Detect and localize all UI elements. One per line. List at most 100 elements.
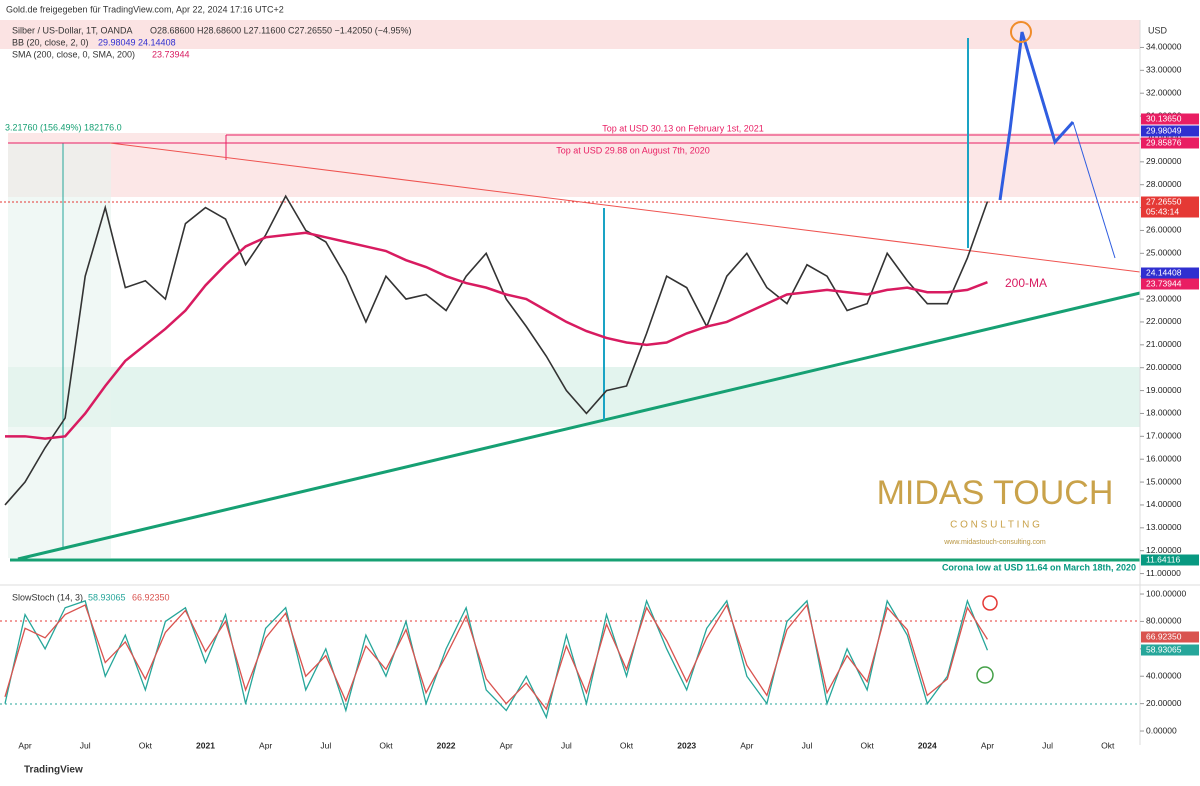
price-label: 05:43:14 bbox=[1146, 206, 1179, 216]
series-line bbox=[4, 194, 989, 506]
stoch-title: SlowStoch (14, 3) bbox=[12, 592, 83, 602]
x-tick-label: Jul bbox=[561, 740, 572, 750]
y-tick-label: 18.00000 bbox=[1146, 408, 1182, 418]
price-label-bg bbox=[1141, 206, 1199, 218]
y-tick-label: 0.00000 bbox=[1146, 725, 1177, 735]
uptrend-line bbox=[17, 291, 1141, 561]
series-line bbox=[5, 231, 988, 440]
stoch-label-bg bbox=[1141, 631, 1199, 643]
x-tick-label: Apr bbox=[981, 740, 994, 750]
stoch-k: 58.93065 bbox=[88, 592, 126, 602]
annotation: Top at USD 29.88 on August 7th, 2020 bbox=[556, 145, 710, 155]
stoch-d: 66.92350 bbox=[132, 592, 170, 602]
x-tick-label: Okt bbox=[1101, 740, 1115, 750]
y-tick-label: 22.00000 bbox=[1146, 316, 1182, 326]
annotation: Corona low at USD 11.64 on March 18th, 2… bbox=[942, 562, 1136, 572]
top-zone bbox=[8, 133, 1140, 197]
bb: BB (20, close, 2, 0) bbox=[12, 37, 89, 47]
x-tick-label: Apr bbox=[740, 740, 753, 750]
measure-box bbox=[8, 143, 111, 558]
y-tick-label: 13.00000 bbox=[1146, 522, 1182, 532]
series-line bbox=[4, 598, 989, 720]
x-tick-label: Jul bbox=[1042, 740, 1053, 750]
x-tick-label: Okt bbox=[139, 740, 153, 750]
symbol: Silber / US-Dollar, 1T, OANDA bbox=[12, 25, 133, 35]
x-tick-label: Okt bbox=[861, 740, 875, 750]
y-tick-label: 19.00000 bbox=[1146, 385, 1182, 395]
y-tick-label: 26.00000 bbox=[1146, 225, 1182, 235]
y-tick-label: 80.00000 bbox=[1146, 616, 1182, 626]
support-zone bbox=[8, 367, 1140, 427]
y-tick-label: 40.00000 bbox=[1146, 670, 1182, 680]
y-tick-label: 21.00000 bbox=[1146, 339, 1182, 349]
price-label: 11.64116 bbox=[1146, 554, 1180, 564]
stoch-label: 58.93065 bbox=[1146, 644, 1182, 654]
price-label-bg bbox=[1141, 125, 1199, 137]
footer: TradingView bbox=[24, 765, 83, 776]
y-tick-label: 32.00000 bbox=[1146, 87, 1182, 97]
series-line bbox=[4, 603, 988, 711]
sma-value: 23.73944 bbox=[152, 49, 190, 59]
marker bbox=[1010, 21, 1032, 43]
downtrend-line bbox=[109, 142, 1141, 273]
ohlc: O28.68600 H28.68600 L27.11600 C27.26550 … bbox=[150, 25, 412, 35]
x-tick-label: Okt bbox=[379, 740, 393, 750]
x-tick-label: 2024 bbox=[918, 740, 937, 750]
y-tick-label: 11.00000 bbox=[1146, 568, 1181, 578]
price-label: 29.98049 bbox=[1146, 125, 1182, 135]
y-tick-label: 16.00000 bbox=[1146, 453, 1182, 463]
y-tick-label: 33.00000 bbox=[1146, 65, 1182, 75]
price-label-bg bbox=[1141, 554, 1199, 566]
x-tick-label: Okt bbox=[620, 740, 634, 750]
x-tick-label: Jul bbox=[80, 740, 91, 750]
annotation: 200-MA bbox=[1005, 276, 1047, 290]
price-label-bg bbox=[1141, 137, 1199, 149]
price-label: 30.13650 bbox=[1146, 113, 1182, 123]
price-label: 24.14408 bbox=[1146, 267, 1182, 277]
price-label: 27.26550 bbox=[1146, 196, 1182, 206]
x-tick-label: 2023 bbox=[677, 740, 696, 750]
projection bbox=[1072, 121, 1116, 259]
x-tick-label: 2021 bbox=[196, 740, 215, 750]
y-tick-label: 23.00000 bbox=[1146, 293, 1182, 303]
price-label-bg bbox=[1141, 278, 1199, 290]
sma: SMA (200, close, 0, SMA, 200) bbox=[12, 49, 135, 59]
price-label-bg bbox=[1141, 196, 1199, 208]
logo-sub: C O N S U L T I N G bbox=[950, 520, 1040, 531]
projection bbox=[998, 31, 1075, 201]
x-tick-label: Apr bbox=[259, 740, 272, 750]
price-label-bg bbox=[1141, 267, 1199, 279]
bb-values: 29.98049 24.14408 bbox=[98, 37, 176, 47]
marker bbox=[982, 595, 998, 611]
logo-url: www.midastouch-consulting.com bbox=[943, 539, 1046, 546]
price-label: 29.85876 bbox=[1146, 137, 1182, 147]
resistance-zone bbox=[0, 20, 1140, 49]
y-tick-label: 14.00000 bbox=[1146, 499, 1182, 509]
y-tick-label: 28.00000 bbox=[1146, 179, 1182, 189]
x-tick-label: Jul bbox=[320, 740, 331, 750]
logo: MIDAS TOUCH bbox=[877, 474, 1114, 512]
y-tick-label: 25.00000 bbox=[1146, 248, 1182, 258]
price-label-bg bbox=[1141, 113, 1199, 125]
y-tick-label: 15.00000 bbox=[1146, 476, 1182, 486]
y-tick-label: 20.00000 bbox=[1146, 698, 1182, 708]
x-tick-label: Apr bbox=[18, 740, 31, 750]
source: Gold.de freigegeben für TradingView.com,… bbox=[6, 4, 284, 14]
y-tick-label: 17.00000 bbox=[1146, 431, 1182, 441]
measure: 3.21760 (156.49%) 182176.0 bbox=[5, 122, 122, 132]
currency: USD bbox=[1148, 25, 1168, 35]
x-tick-label: Jul bbox=[802, 740, 813, 750]
price-label: 23.73944 bbox=[1146, 278, 1182, 288]
y-tick-label: 12.00000 bbox=[1146, 545, 1182, 555]
y-tick-label: 100.00000 bbox=[1146, 588, 1186, 598]
x-tick-label: 2022 bbox=[437, 740, 456, 750]
marker bbox=[976, 666, 994, 684]
stoch-label: 66.92350 bbox=[1146, 631, 1182, 641]
y-tick-label: 20.00000 bbox=[1146, 362, 1182, 372]
annotation: Top at USD 30.13 on February 1st, 2021 bbox=[602, 123, 764, 133]
x-tick-label: Apr bbox=[500, 740, 513, 750]
y-tick-label: 34.00000 bbox=[1146, 42, 1182, 52]
y-tick-label: 29.00000 bbox=[1146, 156, 1182, 166]
stoch-label-bg bbox=[1141, 644, 1199, 656]
